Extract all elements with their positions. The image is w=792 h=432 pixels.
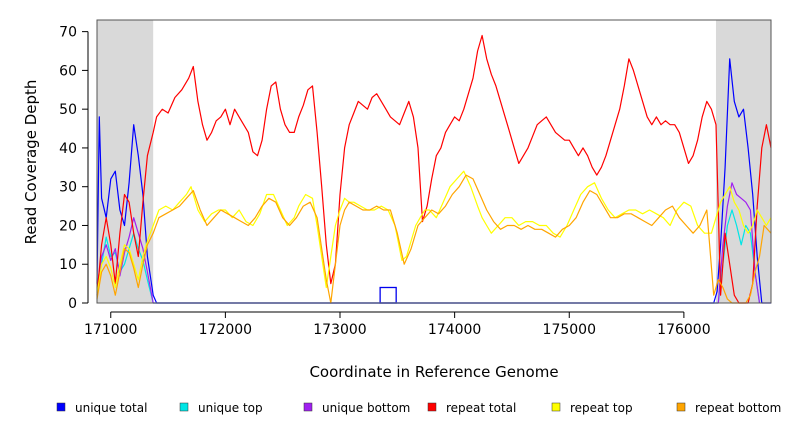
legend-label: unique bottom (322, 401, 410, 415)
legend-swatch (56, 402, 66, 412)
legend-swatch (303, 402, 313, 412)
legend-label: repeat top (570, 401, 633, 415)
plot-frame (96, 19, 772, 304)
y-axis: 0 10 20 30 40 50 60 70 (59, 25, 89, 312)
x-axis: 171000 172000 173000 174000 175000 176000 (84, 311, 711, 338)
x-axis-label: Coordinate in Reference Genome (309, 363, 558, 381)
legend-label: repeat total (446, 401, 516, 415)
x-tick-label: 176000 (657, 322, 710, 338)
series-line-repeat-bottom (96, 174, 772, 304)
x-tick-label: 172000 (199, 322, 252, 338)
coverage-box (379, 286, 397, 304)
series-line-repeat-total (96, 34, 772, 304)
y-tick-label: 40 (59, 141, 77, 157)
legend-label: repeat bottom (695, 401, 781, 415)
annotation-boxes (379, 286, 397, 304)
y-tick-label: 0 (68, 296, 77, 312)
legend-label: unique top (198, 401, 263, 415)
y-tick-label: 10 (59, 257, 77, 273)
y-tick-label: 20 (59, 218, 77, 234)
y-axis-label: Read Coverage Depth (22, 80, 40, 245)
y-tick-label: 30 (59, 180, 77, 196)
x-tick-label: 175000 (543, 322, 596, 338)
series-line-unique-bottom (96, 182, 761, 304)
y-tick-label: 50 (59, 102, 77, 118)
legend-swatch (179, 402, 189, 412)
legend-label: unique total (75, 401, 147, 415)
y-tick-label: 70 (59, 25, 77, 41)
series-line-unique-total (96, 58, 771, 304)
legend-swatch (676, 402, 686, 412)
x-tick-label: 173000 (313, 322, 366, 338)
y-tick-label: 60 (59, 63, 77, 79)
shaded-region (715, 20, 771, 303)
series-line-repeat-top (96, 170, 772, 296)
legend-swatch (427, 402, 437, 412)
shaded-regions (97, 20, 771, 303)
legend-swatch (551, 402, 561, 412)
series-line-unique-top (96, 209, 761, 304)
legend: unique total unique top unique bottom repea… (56, 401, 781, 415)
series-lines (96, 34, 772, 304)
x-tick-label: 171000 (84, 322, 137, 338)
x-tick-label: 174000 (428, 322, 481, 338)
